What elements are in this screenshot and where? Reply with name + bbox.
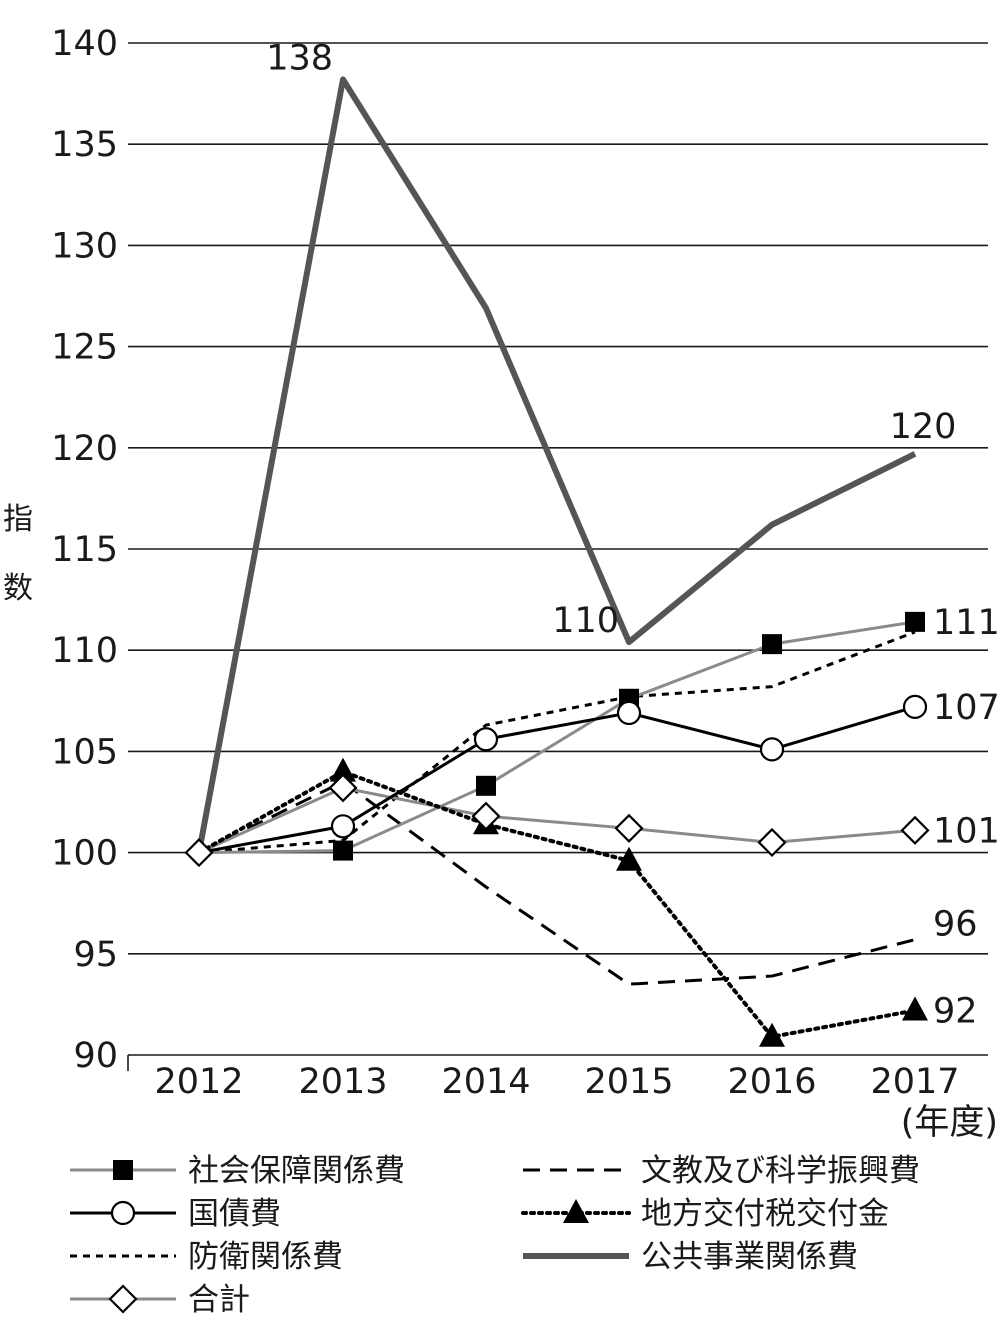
x-tick-label: 2016 [727, 1062, 816, 1102]
end-labels: 111 107 101 96 92 120 138 110 [266, 38, 1000, 1031]
annotation-label: 138 [266, 38, 333, 78]
legend-label-bonds: 国債費 [188, 1196, 281, 1232]
total-point [184, 838, 214, 868]
bonds-end-label: 107 [933, 688, 1000, 728]
legend-bonds-point [110, 1200, 136, 1226]
total-point [614, 813, 644, 843]
total-end-label: 101 [933, 811, 1000, 851]
bonds-point [616, 700, 642, 726]
series-markers [184, 611, 930, 1047]
y-tick-label: 130 [51, 226, 118, 266]
legend-item-local: 地方交付税交付金 [521, 1196, 889, 1232]
social-point [333, 840, 353, 861]
bonds-point [759, 737, 785, 762]
local-point [616, 846, 642, 871]
y-tick-label: 120 [51, 429, 118, 469]
legend-local-point [563, 1199, 589, 1223]
legend-item-public: 公共事業関係費 [523, 1239, 858, 1275]
legend-label-social: 社会保障関係費 [188, 1153, 405, 1189]
total-line [198, 786, 916, 854]
public-line [196, 76, 917, 854]
y-tick-label: 140 [51, 24, 118, 64]
education-line [198, 780, 916, 986]
y-tick-label: 105 [51, 732, 118, 772]
social-point [905, 611, 925, 632]
public-end-label: 120 [890, 407, 957, 447]
y-tick-label: 110 [51, 631, 118, 671]
legend-item-social: 社会保障関係費 [70, 1153, 405, 1189]
y-tick-label: 115 [51, 530, 118, 570]
local-end-label: 92 [933, 991, 978, 1031]
y-tick-label: 95 [73, 935, 118, 975]
legend-label-education: 文教及び科学振興費 [641, 1153, 920, 1189]
x-tick-label: 2013 [298, 1062, 387, 1102]
y-axis-label-char-1: 指 [3, 502, 33, 537]
x-axis-ticks: 2012 2013 2014 2015 2016 2017 [154, 1062, 959, 1102]
social-point [476, 775, 496, 796]
x-tick-label: 2014 [441, 1062, 530, 1102]
bonds-point [330, 814, 356, 839]
y-tick-label: 90 [73, 1036, 118, 1076]
x-axis-unit-label: (年度) [901, 1103, 998, 1143]
social-line [198, 620, 916, 855]
legend-label-total: 合計 [188, 1282, 250, 1318]
social-end-label: 111 [933, 603, 1000, 643]
local-point [759, 1022, 785, 1047]
x-tick-label: 2017 [870, 1062, 959, 1102]
legend-label-public: 公共事業関係費 [641, 1239, 858, 1275]
legend-social-point [113, 1160, 133, 1180]
defense-line [198, 630, 916, 855]
education-end-label: 96 [933, 905, 978, 945]
local-point [902, 996, 928, 1021]
annotation-label: 110 [552, 601, 619, 641]
y-axis-label-char-2: 数 [3, 571, 33, 606]
bonds-point [902, 694, 928, 719]
legend-item-education: 文教及び科学振興費 [523, 1153, 920, 1189]
series-lines [196, 76, 917, 1039]
y-tick-label: 135 [51, 125, 118, 165]
x-tick-label: 2015 [584, 1062, 673, 1102]
total-point [328, 773, 358, 803]
y-tick-label: 100 [51, 834, 118, 874]
y-axis-label: 指 数 [3, 502, 33, 606]
bonds-line [198, 705, 916, 855]
x-tick-label: 2012 [154, 1062, 243, 1102]
legend-item-defense: 防衛関係費 [70, 1239, 343, 1275]
total-point [757, 827, 787, 858]
social-point [762, 634, 782, 655]
legend-total-point [108, 1284, 138, 1314]
y-axis-ticks: 90 95 100 105 110 115 120 125 130 135 140 [51, 24, 118, 1076]
legend-label-defense: 防衛関係費 [188, 1239, 343, 1275]
total-point [471, 801, 501, 831]
y-tick-label: 125 [51, 328, 118, 368]
local-line [197, 769, 917, 1039]
legend-item-total: 合計 [70, 1282, 250, 1318]
total-point [900, 815, 930, 845]
legend-label-local: 地方交付税交付金 [641, 1196, 889, 1232]
legend-item-bonds: 国債費 [70, 1196, 281, 1232]
local-point [330, 757, 356, 782]
bonds-point [473, 727, 499, 752]
